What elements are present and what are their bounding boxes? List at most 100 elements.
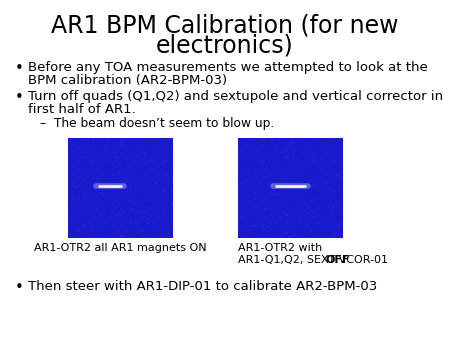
Point <box>304 201 311 207</box>
Point <box>103 151 110 157</box>
Point <box>302 184 310 189</box>
Point <box>242 185 249 190</box>
Point <box>134 204 141 210</box>
Point <box>166 136 173 141</box>
Point <box>142 184 149 190</box>
Point <box>287 234 294 239</box>
Point <box>166 181 173 187</box>
Point <box>106 176 113 182</box>
Point <box>316 160 323 165</box>
Point <box>158 195 165 200</box>
Point <box>79 189 86 195</box>
Point <box>165 225 172 230</box>
Point <box>332 229 339 234</box>
Point <box>269 223 276 229</box>
Text: electronics): electronics) <box>156 33 294 57</box>
Point <box>77 147 84 152</box>
Point <box>264 223 271 228</box>
Point <box>139 228 146 233</box>
Point <box>285 143 292 149</box>
Point <box>98 222 105 228</box>
Point <box>260 209 267 214</box>
Point <box>250 169 257 174</box>
Point <box>312 181 319 187</box>
Point <box>267 189 274 195</box>
Point <box>297 215 304 221</box>
Point <box>330 144 337 150</box>
Point <box>288 214 296 220</box>
Point <box>250 137 257 143</box>
Point <box>69 156 76 162</box>
Point <box>155 186 162 192</box>
Point <box>68 147 75 152</box>
Point <box>251 190 258 195</box>
Point <box>238 223 246 228</box>
Point <box>88 207 95 212</box>
Point <box>83 173 90 179</box>
Point <box>165 176 172 181</box>
Point <box>110 192 117 197</box>
Point <box>148 219 156 224</box>
Point <box>335 176 342 181</box>
Point <box>134 203 141 209</box>
Point <box>119 192 126 197</box>
Point <box>109 171 116 176</box>
Point <box>138 180 145 185</box>
Point <box>110 188 117 193</box>
Point <box>258 160 265 165</box>
Point <box>238 196 246 201</box>
Point <box>258 207 265 212</box>
Point <box>151 158 158 164</box>
Point <box>270 201 277 206</box>
Point <box>160 189 167 194</box>
Point <box>260 223 267 228</box>
Point <box>304 204 311 210</box>
Point <box>257 235 264 241</box>
Point <box>271 229 279 234</box>
Point <box>309 159 316 164</box>
Point <box>111 148 118 153</box>
Point <box>274 147 281 152</box>
Point <box>163 203 171 208</box>
Point <box>117 216 124 222</box>
Point <box>162 161 169 167</box>
Point <box>161 232 168 237</box>
Point <box>313 212 320 217</box>
Point <box>154 185 162 190</box>
Point <box>310 214 317 219</box>
Point <box>274 173 281 178</box>
Point <box>302 221 310 226</box>
Point <box>330 203 337 209</box>
Point <box>103 230 110 236</box>
Point <box>110 172 117 178</box>
Point <box>68 166 75 171</box>
Point <box>312 197 319 202</box>
Point <box>316 195 323 201</box>
Point <box>165 231 172 237</box>
Point <box>72 220 79 225</box>
Point <box>147 235 154 240</box>
Point <box>109 196 117 201</box>
Point <box>100 160 108 165</box>
Point <box>235 215 242 220</box>
Point <box>310 189 317 195</box>
Point <box>136 158 143 164</box>
Point <box>245 196 252 201</box>
Point <box>316 205 323 211</box>
Point <box>76 195 83 201</box>
Point <box>302 159 309 165</box>
Point <box>153 161 160 167</box>
Point <box>133 166 140 172</box>
Point <box>252 212 259 217</box>
Point <box>66 155 73 161</box>
Point <box>126 220 134 225</box>
Point <box>246 210 253 216</box>
Point <box>82 176 89 181</box>
Point <box>130 206 138 211</box>
Point <box>113 194 120 199</box>
Point <box>263 206 270 211</box>
Point <box>248 142 256 147</box>
Point <box>68 194 75 199</box>
Point <box>144 230 151 236</box>
Point <box>114 213 121 218</box>
